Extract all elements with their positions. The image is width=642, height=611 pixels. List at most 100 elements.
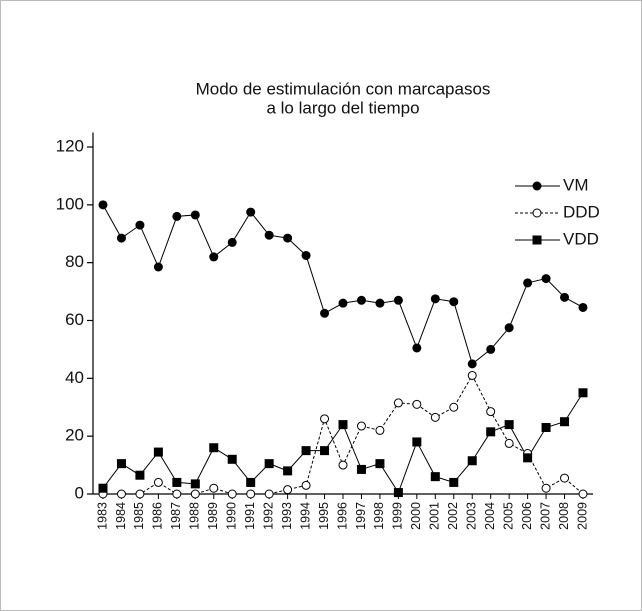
- x-tick-label: 2005: [501, 502, 515, 530]
- marker: [504, 438, 514, 448]
- marker: [375, 459, 385, 469]
- marker: [578, 388, 588, 398]
- x-tick-label: 1996: [335, 502, 349, 530]
- marker: [523, 278, 533, 288]
- marker: [116, 233, 126, 243]
- x-tick-label: 2002: [446, 502, 460, 530]
- marker: [227, 489, 237, 499]
- marker: [338, 298, 348, 308]
- marker: [190, 489, 200, 499]
- x-tick-label: 1994: [298, 502, 312, 530]
- legend-label: VDD: [563, 229, 599, 248]
- y-tick-label: 40: [65, 368, 84, 387]
- legend-label: DDD: [563, 202, 600, 221]
- marker: [430, 412, 440, 422]
- marker: [116, 459, 126, 469]
- marker: [153, 262, 163, 272]
- marker: [98, 483, 108, 493]
- marker: [172, 211, 182, 221]
- marker: [467, 359, 477, 369]
- y-tick-label: 60: [65, 310, 84, 329]
- marker: [532, 181, 542, 191]
- marker: [135, 470, 145, 480]
- marker: [578, 302, 588, 312]
- marker: [98, 200, 108, 210]
- marker: [393, 295, 403, 305]
- marker: [375, 425, 385, 435]
- marker: [560, 473, 570, 483]
- x-tick-label: 2007: [538, 502, 552, 530]
- x-tick-label: 1993: [280, 502, 294, 530]
- marker: [338, 460, 348, 470]
- marker: [486, 407, 496, 417]
- y-tick-label: 120: [56, 136, 84, 155]
- x-tick-label: 2004: [483, 502, 497, 530]
- marker: [467, 456, 477, 466]
- marker: [135, 489, 145, 499]
- marker: [283, 466, 293, 476]
- marker: [504, 323, 514, 333]
- legend-entry: DDD: [515, 202, 600, 221]
- x-tick-label: 1988: [188, 502, 202, 530]
- y-tick-label: 20: [65, 426, 84, 445]
- marker: [172, 489, 182, 499]
- x-tick-label: 2001: [428, 502, 442, 530]
- marker: [190, 479, 200, 489]
- y-tick-label: 0: [75, 483, 84, 502]
- x-tick-label: 2009: [575, 502, 589, 530]
- marker: [412, 399, 422, 409]
- x-tick-label: 2000: [409, 502, 423, 530]
- x-tick-label: 1992: [261, 502, 275, 530]
- marker: [393, 398, 403, 408]
- x-tick-label: 1990: [225, 502, 239, 530]
- marker: [283, 485, 293, 495]
- marker: [320, 308, 330, 318]
- marker: [116, 489, 126, 499]
- marker: [532, 208, 542, 218]
- marker: [135, 220, 145, 230]
- marker: [301, 480, 311, 490]
- marker: [209, 443, 219, 453]
- x-tick-label: 1987: [169, 502, 183, 530]
- marker: [264, 489, 274, 499]
- marker: [283, 233, 293, 243]
- marker: [227, 237, 237, 247]
- x-tick-label: 1999: [391, 502, 405, 530]
- marker: [412, 343, 422, 353]
- marker: [504, 420, 514, 430]
- marker: [541, 483, 551, 493]
- marker: [560, 417, 570, 427]
- marker: [356, 464, 366, 474]
- legend-label: VM: [563, 175, 589, 194]
- x-tick-label: 1984: [114, 502, 128, 530]
- marker: [532, 235, 542, 245]
- x-tick-label: 2006: [520, 502, 534, 530]
- marker: [412, 437, 422, 447]
- marker: [356, 421, 366, 431]
- x-tick-label: 1983: [95, 502, 109, 530]
- marker: [541, 422, 551, 432]
- marker: [375, 298, 385, 308]
- legend-entry: VM: [515, 175, 589, 194]
- marker: [467, 370, 477, 380]
- x-tick-label: 1985: [132, 502, 146, 530]
- marker: [301, 250, 311, 260]
- marker: [430, 472, 440, 482]
- y-tick-label: 100: [56, 194, 84, 213]
- marker: [393, 488, 403, 498]
- marker: [320, 414, 330, 424]
- marker: [227, 454, 237, 464]
- x-tick-label: 1989: [206, 502, 220, 530]
- marker: [153, 447, 163, 457]
- marker: [486, 427, 496, 437]
- marker: [301, 446, 311, 456]
- marker: [320, 446, 330, 456]
- marker: [356, 295, 366, 305]
- x-tick-label: 2008: [557, 502, 571, 530]
- marker: [209, 252, 219, 262]
- marker: [578, 489, 588, 499]
- marker: [449, 477, 459, 487]
- marker: [486, 344, 496, 354]
